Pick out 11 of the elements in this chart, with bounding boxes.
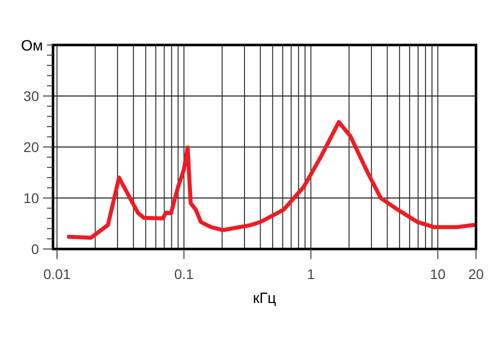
y-tick-label: 0 <box>31 240 40 257</box>
x-tick-label: 0.01 <box>43 266 71 282</box>
x-tick-label: 20 <box>468 266 484 282</box>
y-axis-title: Ом <box>21 37 43 54</box>
y-tick-label: 20 <box>23 138 40 155</box>
y-tick-label: 10 <box>23 190 40 206</box>
x-axis-title: кГц <box>252 290 277 307</box>
x-tick-label: 1 <box>306 266 315 282</box>
x-tick-label: 0.1 <box>174 266 194 282</box>
x-tick-label: 10 <box>430 266 446 282</box>
y-tick-label: 30 <box>23 88 40 104</box>
